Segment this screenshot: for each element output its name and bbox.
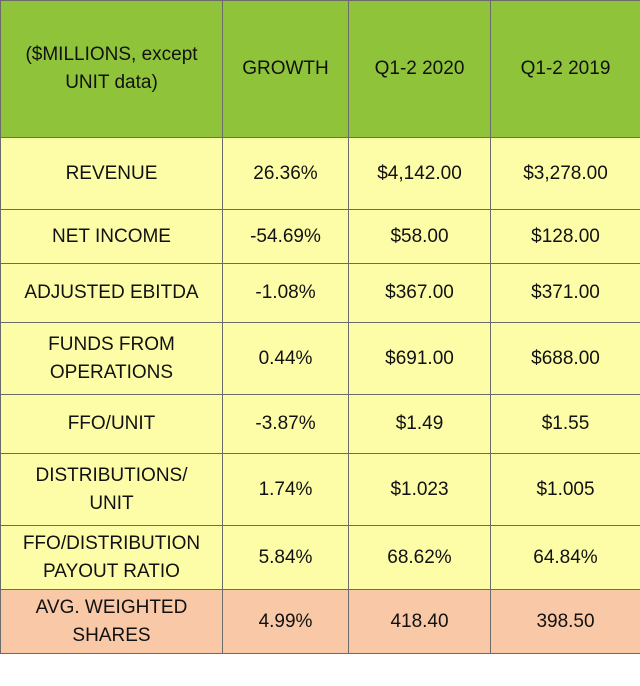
row-prior: $128.00 — [490, 209, 640, 264]
row-label-line2: PAYOUT RATIO — [43, 560, 180, 582]
row-growth: 26.36% — [222, 137, 349, 210]
row-current: $691.00 — [348, 322, 491, 395]
table-row: AVG. WEIGHTED SHARES 4.99% 418.40 398.50 — [0, 589, 640, 654]
header-label-line1: ($MILLIONS, except — [25, 44, 198, 65]
row-label-line1: ADJUSTED EBITDA — [24, 282, 199, 303]
row-label: AVG. WEIGHTED SHARES — [0, 589, 223, 654]
row-growth: -1.08% — [222, 263, 349, 323]
header-period-current: Q1-2 2020 — [348, 0, 491, 138]
row-current: $4,142.00 — [348, 137, 491, 210]
table-row: ADJUSTED EBITDA -1.08% $367.00 $371.00 — [0, 263, 640, 323]
row-growth: 5.84% — [222, 525, 349, 590]
row-current: $58.00 — [348, 209, 491, 264]
row-prior: $1.005 — [490, 453, 640, 526]
row-label: DISTRIBUTIONS/ UNIT — [0, 453, 223, 526]
table-row: NET INCOME -54.69% $58.00 $128.00 — [0, 209, 640, 264]
row-prior: $3,278.00 — [490, 137, 640, 210]
row-label-line2: OPERATIONS — [49, 361, 174, 383]
row-growth: 0.44% — [222, 322, 349, 395]
row-label: REVENUE — [0, 137, 223, 210]
row-label-line1: FFO/DISTRIBUTION — [22, 532, 201, 554]
row-label-line2: SHARES — [72, 624, 151, 646]
row-prior: $371.00 — [490, 263, 640, 323]
row-label: FUNDS FROM OPERATIONS — [0, 322, 223, 395]
row-current: $1.49 — [348, 394, 491, 454]
row-label: ADJUSTED EBITDA — [0, 263, 223, 323]
row-label-line1: FUNDS FROM — [48, 333, 175, 355]
row-label-line2: UNIT — [89, 492, 134, 514]
table-row: FFO/UNIT -3.87% $1.49 $1.55 — [0, 394, 640, 454]
row-growth: 4.99% — [222, 589, 349, 654]
table-row: REVENUE 26.36% $4,142.00 $3,278.00 — [0, 137, 640, 210]
row-prior: 64.84% — [490, 525, 640, 590]
row-prior: $1.55 — [490, 394, 640, 454]
header-growth: GROWTH — [222, 0, 349, 138]
header-label-line2: UNIT data) — [65, 72, 158, 93]
table-header-row: ($MILLIONS, except UNIT data) GROWTH Q1-… — [0, 0, 640, 138]
row-label-line1: NET INCOME — [52, 225, 171, 247]
row-growth: -3.87% — [222, 394, 349, 454]
row-prior: 398.50 — [490, 589, 640, 654]
row-current: $367.00 — [348, 263, 491, 323]
table-row: FUNDS FROM OPERATIONS 0.44% $691.00 $688… — [0, 322, 640, 395]
row-growth: -54.69% — [222, 209, 349, 264]
table-row: FFO/DISTRIBUTION PAYOUT RATIO 5.84% 68.6… — [0, 525, 640, 590]
header-period-prior: Q1-2 2019 — [490, 0, 640, 138]
financial-summary-table: ($MILLIONS, except UNIT data) GROWTH Q1-… — [0, 0, 640, 654]
row-label: FFO/UNIT — [0, 394, 223, 454]
header-label-cell: ($MILLIONS, except UNIT data) — [0, 0, 223, 138]
row-label-line1: FFO/UNIT — [67, 413, 156, 434]
row-label-line1: AVG. WEIGHTED — [35, 596, 188, 618]
row-label-line1: DISTRIBUTIONS/ — [35, 464, 188, 486]
table-row: DISTRIBUTIONS/ UNIT 1.74% $1.023 $1.005 — [0, 453, 640, 526]
row-label: FFO/DISTRIBUTION PAYOUT RATIO — [0, 525, 223, 590]
row-current: $1.023 — [348, 453, 491, 526]
row-label: NET INCOME — [0, 209, 223, 264]
row-growth: 1.74% — [222, 453, 349, 526]
row-label-line1: REVENUE — [65, 162, 158, 184]
row-prior: $688.00 — [490, 322, 640, 395]
row-current: 68.62% — [348, 525, 491, 590]
row-current: 418.40 — [348, 589, 491, 654]
